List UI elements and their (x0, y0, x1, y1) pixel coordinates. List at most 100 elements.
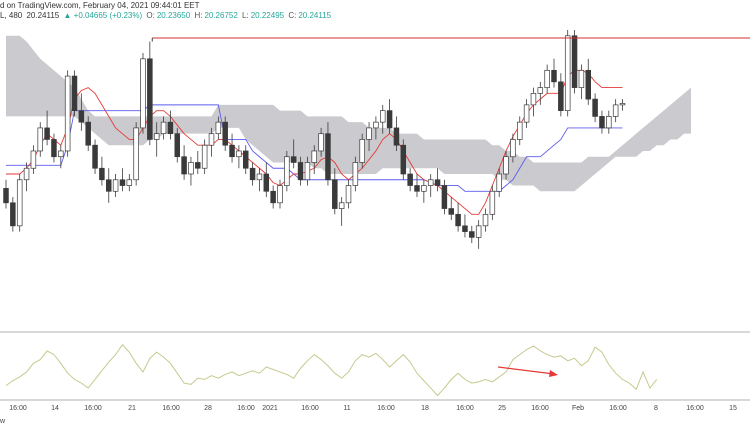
candle-body (393, 127, 400, 146)
candle-down (105, 168, 112, 203)
oscillator-line (5, 343, 658, 397)
low-value: 20.22495 (250, 11, 285, 20)
low-label: L: (242, 11, 249, 20)
candle-up (215, 116, 222, 140)
candle-body (249, 167, 256, 181)
candle-body (99, 167, 105, 181)
candle-body (455, 213, 461, 227)
candle-body (44, 127, 50, 140)
open-value: 20.23650 (156, 11, 191, 20)
candle-down (51, 133, 57, 163)
candle-body (325, 133, 331, 181)
candle-body (208, 133, 215, 146)
candle-body (229, 144, 235, 158)
candle-up (201, 139, 208, 174)
candle-up (64, 70, 71, 157)
candle-up (496, 168, 502, 198)
cloud-area (6, 35, 691, 192)
candle-down (571, 30, 578, 94)
candle-down (44, 110, 50, 146)
candle-body (537, 87, 544, 94)
kijun-sen-line (6, 104, 623, 192)
candle-up (523, 99, 530, 128)
candle-down (167, 110, 174, 140)
candle-up (345, 179, 352, 209)
candle-up (338, 197, 345, 226)
candle-body (551, 69, 557, 83)
candle-body (10, 202, 16, 227)
time-tick-label: 8 (654, 405, 658, 412)
candle-body (215, 121, 222, 135)
candle-body (462, 225, 468, 232)
candle-up (153, 122, 160, 157)
candle-up (37, 122, 43, 157)
candle-body (71, 75, 78, 111)
candle-down (441, 179, 448, 215)
time-tick-label: 16:00 (301, 405, 319, 412)
candle-body (277, 185, 283, 204)
candle-body (475, 225, 482, 238)
open-label: O: (146, 11, 155, 20)
candle-body (359, 139, 365, 163)
candle-body (448, 208, 455, 215)
candle-up (352, 156, 359, 192)
candle-body (496, 173, 502, 192)
candle-down (599, 110, 605, 134)
candle-body (469, 231, 475, 238)
candle-body (51, 139, 57, 158)
time-tick-label: 16:00 (84, 405, 102, 412)
candle-down (332, 168, 338, 215)
candle-up (380, 104, 386, 134)
candle-up (236, 145, 242, 169)
candle-body (133, 127, 139, 181)
candle-up (510, 133, 516, 163)
candle-body (85, 121, 91, 146)
candle-body (619, 103, 626, 106)
ichimoku-cloud (6, 35, 691, 192)
divergence-arrow[interactable] (497, 366, 558, 377)
candle-body (256, 173, 263, 181)
candle-down (585, 58, 591, 105)
candle-body (174, 133, 181, 158)
candle-up (112, 174, 119, 198)
candle-down (551, 58, 557, 88)
candle-up (578, 64, 585, 100)
candle-down (400, 139, 407, 180)
candle-down (558, 73, 564, 117)
candle-body (3, 188, 9, 204)
candle-body (126, 179, 133, 186)
candle-body (544, 69, 550, 88)
candle-body (78, 110, 85, 123)
candle-body (592, 98, 598, 117)
candle-up (537, 81, 544, 105)
candle-up (133, 122, 139, 186)
candle-body (489, 190, 496, 215)
time-tick-label: 16:00 (686, 405, 704, 412)
candle-up (516, 116, 523, 146)
candle-up (208, 127, 215, 157)
candle-up (489, 185, 496, 221)
candle-down (462, 214, 468, 238)
time-tick-label: 16:00 (609, 405, 627, 412)
candle-body (606, 116, 612, 129)
time-tick-label: 16:00 (531, 405, 549, 412)
candle-body (564, 35, 571, 111)
candle-body (270, 190, 276, 204)
time-tick-label: 14 (51, 405, 59, 412)
candle-body (153, 133, 160, 140)
candle-down (195, 150, 201, 174)
candle-up (188, 156, 194, 186)
candle-up (304, 156, 311, 186)
candle-up (530, 87, 537, 117)
candle-body (284, 156, 290, 186)
candle-body (119, 179, 126, 186)
candle-body (64, 75, 71, 152)
symbol-suffix: L, 480 (0, 11, 23, 20)
candle-down (407, 168, 413, 192)
candle-down (270, 185, 276, 209)
candle-body (243, 150, 249, 169)
candle-body (407, 173, 413, 186)
candle-down (386, 99, 393, 134)
high-value: 20.26752 (204, 11, 238, 20)
